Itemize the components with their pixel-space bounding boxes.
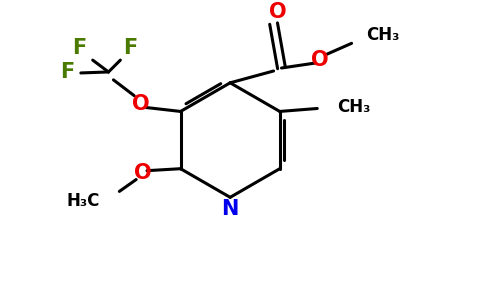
Text: O: O [132,94,150,113]
Text: CH₃: CH₃ [337,98,370,116]
Text: O: O [311,50,329,70]
Text: F: F [72,38,86,58]
Text: CH₃: CH₃ [366,26,400,44]
Text: F: F [60,62,74,82]
Text: O: O [269,2,287,22]
Text: O: O [134,163,152,183]
Text: N: N [222,199,239,219]
Text: H₃C: H₃C [66,192,100,210]
Text: F: F [123,38,137,58]
